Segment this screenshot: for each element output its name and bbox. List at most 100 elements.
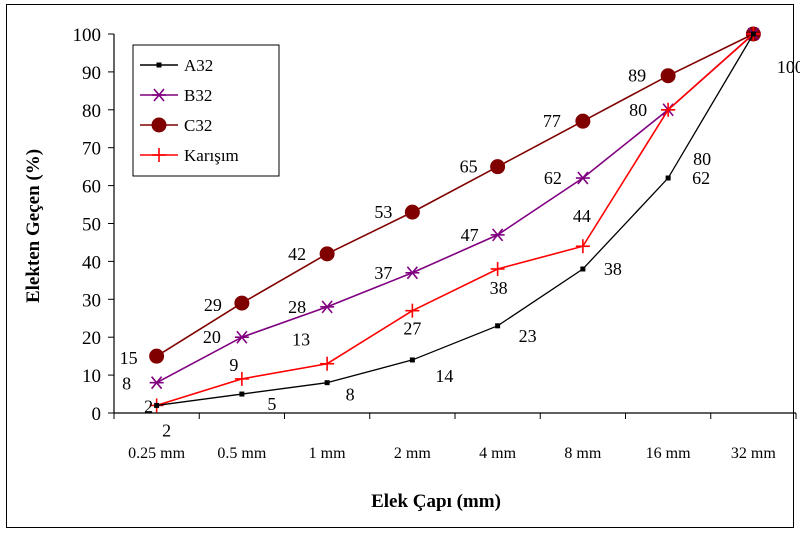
data-label: 9: [229, 355, 238, 375]
data-label: 14: [435, 366, 453, 386]
legend-label-a32: A32: [184, 56, 213, 75]
data-label: 80: [629, 100, 647, 120]
x-tick-label: 16 mm: [646, 445, 691, 462]
series-line-a32: [156, 33, 754, 407]
series-line-c32: [156, 33, 754, 357]
y-tick-label: 10: [82, 366, 101, 387]
legend: A32 B32 C32 Karışım: [132, 44, 280, 177]
y-tick-label: 70: [82, 139, 101, 160]
legend-marker-c32: [151, 117, 167, 133]
data-point-kar-m: [320, 356, 335, 371]
y-tick-label: 100: [73, 25, 102, 46]
data-point-b32: [234, 330, 249, 344]
y-tick-label: 30: [82, 290, 101, 311]
data-label: 15: [120, 348, 138, 368]
data-point-a32: [239, 391, 245, 397]
x-tick-label: 4 mm: [479, 445, 516, 462]
data-label: 62: [692, 168, 710, 188]
data-point-c32: [490, 159, 506, 175]
x-tick-labels: 0.25 mm 0.5 mm 1 mm 2 mm 4 mm 8 mm 16 mm 32 mm: [128, 445, 776, 462]
y-tick-labels: 0 10 20 30 40 50 60 70 80 90 100: [73, 25, 102, 425]
data-point-kar-m: [575, 239, 590, 254]
data-point-a32: [665, 175, 671, 181]
y-tick-label: 60: [82, 177, 101, 198]
data-label: 37: [374, 263, 392, 283]
y-tick-label: 80: [82, 101, 101, 122]
axes: [108, 33, 797, 419]
x-axis-title: Elek Çapı (mm): [371, 491, 501, 512]
series-line-b32: [156, 33, 754, 384]
data-label: 2: [144, 396, 153, 416]
data-label: 8: [122, 374, 131, 394]
legend-label-b32: B32: [184, 86, 212, 105]
legend-label-kar-m: Karışım: [184, 146, 239, 165]
data-label: 23: [519, 326, 537, 346]
data-label: 27: [403, 319, 421, 339]
data-point-a32: [495, 323, 501, 329]
data-label: 20: [203, 327, 221, 347]
data-point-c32: [234, 295, 250, 311]
x-tick-label: 8 mm: [564, 445, 601, 462]
data-point-kar-m: [490, 261, 505, 276]
data-point-b32: [320, 300, 335, 314]
data-label: 77: [543, 111, 561, 131]
y-tick-label: 90: [82, 63, 101, 84]
series-line-kar-m: [156, 33, 754, 407]
data-point-b32: [490, 228, 505, 242]
data-point-kar-m: [661, 102, 676, 117]
legend-marker-a32: [156, 62, 162, 68]
x-tick-label: 0.5 mm: [217, 445, 266, 462]
y-tick-label: 0: [92, 404, 102, 425]
data-label: 80: [693, 149, 711, 169]
data-point-a32: [154, 402, 160, 408]
data-point-kar-m: [234, 371, 249, 386]
data-label: 13: [292, 330, 310, 350]
y-axis-title: Elekten Geçen (%): [23, 149, 44, 303]
data-label: 47: [461, 225, 479, 245]
y-tick-label: 20: [82, 328, 101, 349]
x-tick-label: 2 mm: [394, 445, 431, 462]
data-point-c32: [149, 348, 165, 364]
data-label: 53: [374, 202, 392, 222]
data-point-c32: [319, 246, 335, 262]
data-label: 38: [604, 259, 622, 279]
data-point-a32: [580, 266, 586, 272]
data-label: 38: [490, 278, 508, 298]
y-tick-label: 40: [82, 252, 101, 273]
legend-label-c32: C32: [184, 116, 212, 135]
data-point-a32: [409, 357, 415, 363]
data-point-b32: [575, 171, 590, 185]
data-labels: 2 5 81423386210015294253657789291327384480…: [120, 57, 800, 440]
legend-marker-b32: [152, 88, 166, 102]
y-tick-label: 50: [82, 215, 101, 236]
series-lines: [149, 26, 761, 413]
legend-item-a32: A32: [140, 56, 213, 75]
data-point-a32: [324, 380, 330, 386]
data-point-kar-m: [405, 303, 420, 318]
data-point-c32: [575, 113, 591, 129]
data-label: 44: [573, 206, 591, 226]
x-tick-label: 1 mm: [309, 445, 346, 462]
data-label: 100: [777, 57, 800, 77]
data-label: 28: [288, 297, 306, 317]
data-label: 89: [628, 66, 646, 86]
x-tick-label: 0.25 mm: [128, 445, 185, 462]
data-label: 2: [162, 420, 171, 440]
legend-item-b32: B32: [140, 86, 212, 105]
data-point-a32: [750, 31, 756, 37]
data-label: 42: [288, 244, 306, 264]
data-label: 65: [460, 157, 478, 177]
data-label: 8: [346, 385, 355, 405]
legend-item-kar-m: Karışım: [140, 146, 239, 165]
legend-marker-kar-m: [152, 148, 166, 162]
data-point-c32: [660, 68, 676, 84]
data-point-b32: [405, 266, 420, 280]
data-point-c32: [404, 204, 420, 220]
data-label: 62: [544, 168, 562, 188]
legend-item-c32: C32: [140, 116, 212, 135]
data-point-b32: [149, 376, 164, 390]
x-tick-label: 32 mm: [731, 445, 776, 462]
data-label: 29: [204, 295, 222, 315]
data-label: 5: [267, 394, 276, 414]
